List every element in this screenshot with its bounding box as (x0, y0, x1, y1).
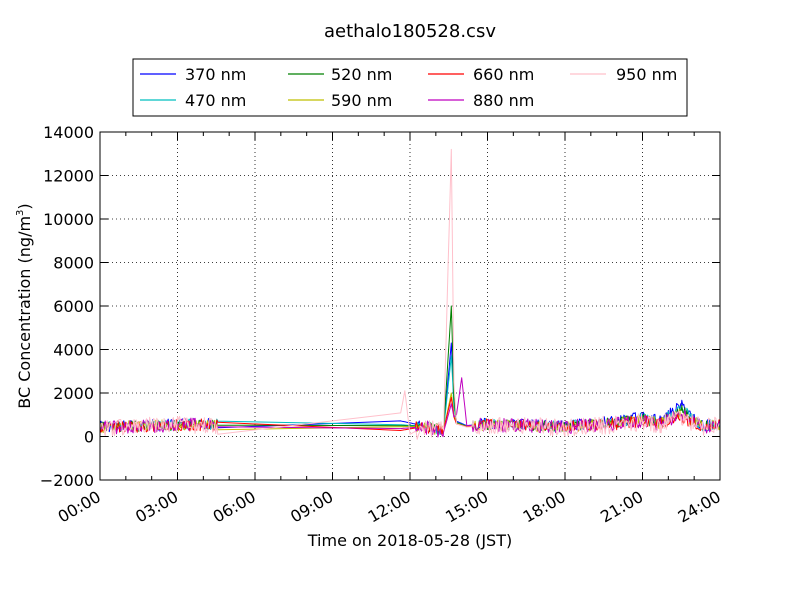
y-tick-label: 6000 (53, 297, 94, 316)
legend: 370 nm 470 nm 520 nm 590 nm 660 nm 880 nm 950 … (132, 58, 688, 117)
grid (100, 132, 720, 480)
legend-label: 880 nm (473, 91, 534, 110)
legend-label: 370 nm (185, 65, 246, 84)
y-tick-label: 4000 (53, 341, 94, 360)
y-axis-label-close: ) (15, 203, 34, 209)
x-axis-label: Time on 2018-05-28 (JST) (307, 531, 512, 550)
series-line-950-nm (100, 148, 720, 440)
y-tick-labels: −2000 0 2000 4000 6000 8000 10000 12000 14000 (40, 123, 94, 490)
y-tick-label: 12000 (43, 167, 94, 186)
legend-label: 520 nm (331, 65, 392, 84)
chart-title: aethalo180528.csv (324, 21, 496, 42)
y-axis-label-superscript: 3 (15, 210, 26, 216)
legend-label: 950 nm (616, 65, 677, 84)
legend-label: 590 nm (331, 91, 392, 110)
legend-label: 660 nm (473, 65, 534, 84)
y-tick-label: −2000 (40, 471, 94, 490)
y-tick-label: 10000 (43, 210, 94, 229)
legend-label: 470 nm (185, 91, 246, 110)
y-tick-label: 14000 (43, 123, 94, 142)
series-group (100, 148, 720, 440)
ticks (99, 131, 721, 481)
y-tick-label: 0 (84, 428, 94, 447)
y-tick-label: 8000 (53, 254, 94, 273)
y-tick-label: 2000 (53, 384, 94, 403)
y-axis-label: BC Concentration (ng/m3) (15, 203, 34, 408)
y-axis-label-main: BC Concentration (ng/m (15, 216, 34, 409)
legend-box (132, 58, 688, 117)
